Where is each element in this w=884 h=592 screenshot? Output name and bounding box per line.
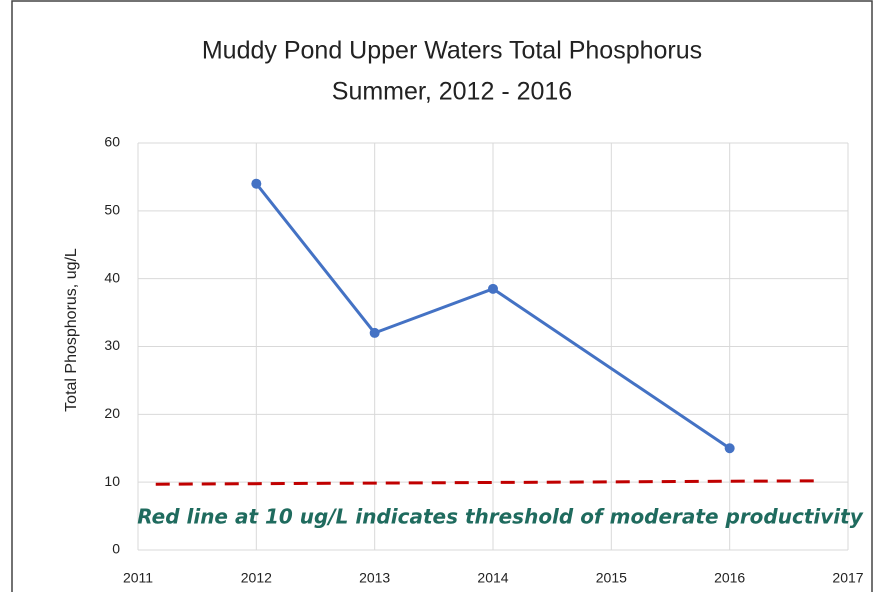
x-tick-label: 2011	[123, 570, 153, 586]
x-tick-label: 2012	[241, 570, 272, 586]
y-tick-label: 50	[104, 202, 120, 218]
y-tick-label: 60	[104, 134, 120, 150]
x-tick-label: 2015	[596, 570, 627, 586]
data-point	[369, 327, 380, 338]
data-line	[255, 182, 731, 450]
chart-title: Muddy Pond Upper Waters Total Phosphorus	[202, 37, 702, 65]
y-tick-label: 30	[104, 337, 120, 353]
data-point	[488, 283, 498, 294]
x-tick-label: 2017	[832, 570, 863, 586]
data-line	[155, 479, 819, 486]
chart-subtitle: Summer, 2012 - 2016	[332, 78, 572, 106]
annotation: Red line at 10 ug/L indicates threshold …	[137, 505, 863, 529]
x-tick-label: 2014	[477, 570, 508, 586]
x-tick-label: 2016	[714, 570, 745, 586]
data-point	[251, 178, 262, 189]
y-tick-label: 20	[104, 405, 120, 421]
y-tick-label: 40	[104, 269, 120, 285]
x-tick-label: 2013	[359, 570, 390, 586]
y-tick-label: 0	[112, 541, 120, 557]
y-axis-label: Total Phosphorus, ug/L	[63, 248, 80, 412]
y-tick-label: 10	[104, 473, 120, 489]
chart-frame	[11, 0, 873, 592]
data-point	[724, 443, 735, 454]
